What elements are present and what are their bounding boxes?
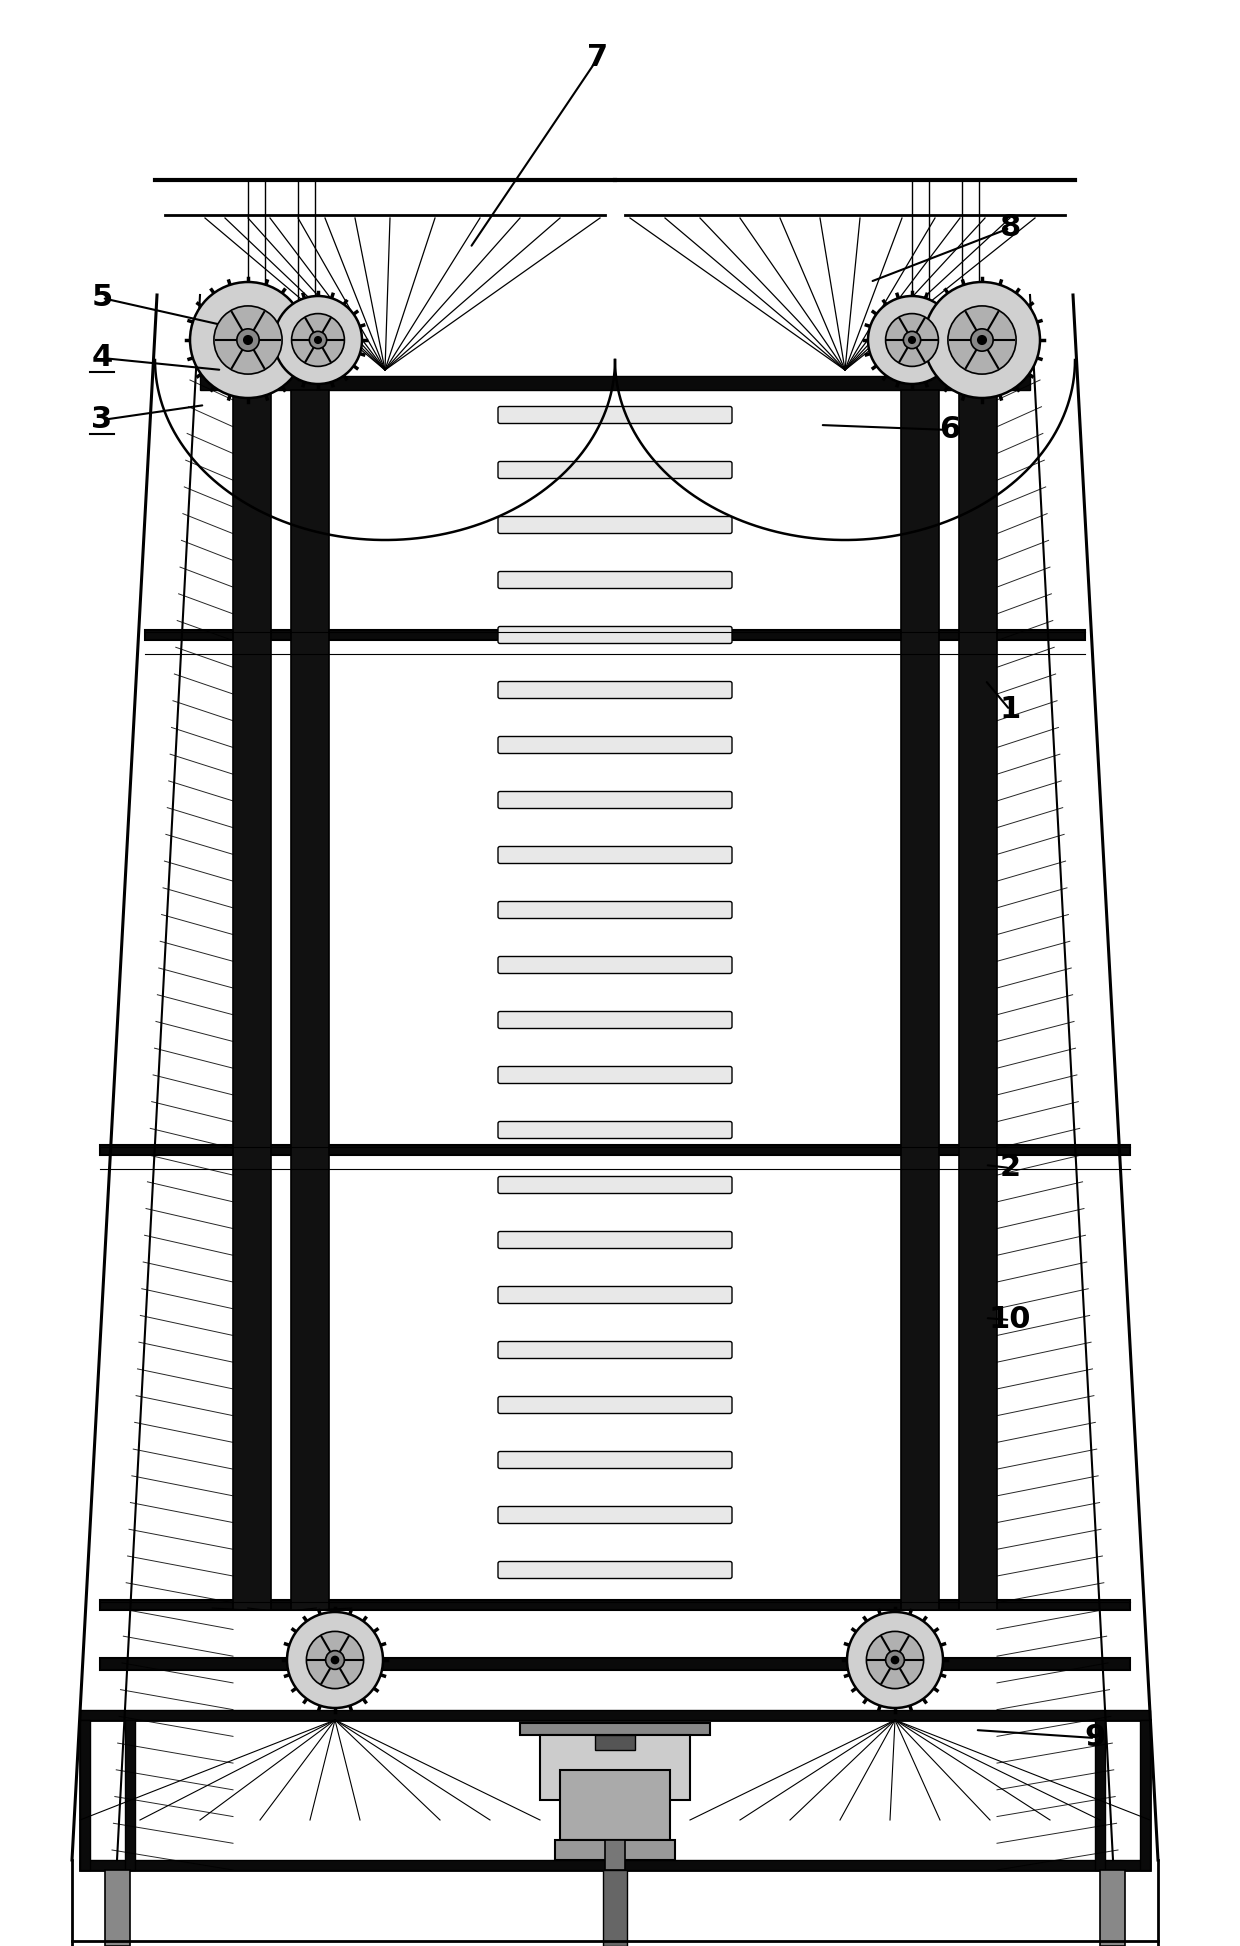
Circle shape xyxy=(306,1631,363,1689)
Bar xyxy=(200,376,1030,389)
Bar xyxy=(560,1771,670,1841)
FancyBboxPatch shape xyxy=(498,792,732,808)
FancyBboxPatch shape xyxy=(498,1121,732,1138)
FancyBboxPatch shape xyxy=(498,1452,732,1469)
Bar xyxy=(595,1736,635,1749)
Circle shape xyxy=(309,331,326,348)
Bar xyxy=(145,631,1085,640)
Circle shape xyxy=(190,282,306,399)
Bar xyxy=(520,1722,711,1736)
Bar xyxy=(100,1144,1130,1156)
Text: 9: 9 xyxy=(1084,1724,1106,1753)
Circle shape xyxy=(977,335,986,344)
Text: 2: 2 xyxy=(999,1154,1021,1183)
Circle shape xyxy=(868,296,956,383)
FancyBboxPatch shape xyxy=(498,1506,732,1524)
FancyBboxPatch shape xyxy=(498,627,732,644)
Text: 6: 6 xyxy=(940,416,961,444)
Bar xyxy=(81,1720,1149,1870)
Circle shape xyxy=(331,1656,339,1664)
Circle shape xyxy=(924,282,1040,399)
Bar xyxy=(603,1870,627,1946)
Circle shape xyxy=(947,306,1016,374)
Bar xyxy=(125,1720,135,1870)
FancyBboxPatch shape xyxy=(498,1177,732,1193)
Text: 5: 5 xyxy=(92,284,113,313)
Bar xyxy=(100,1600,1130,1609)
Circle shape xyxy=(909,337,915,342)
FancyBboxPatch shape xyxy=(498,1341,732,1358)
Bar xyxy=(556,1841,675,1860)
FancyBboxPatch shape xyxy=(498,847,732,864)
Circle shape xyxy=(892,1656,899,1664)
Circle shape xyxy=(885,1650,904,1670)
Bar xyxy=(959,389,997,1609)
Circle shape xyxy=(971,329,993,350)
Text: 3: 3 xyxy=(92,405,113,434)
FancyBboxPatch shape xyxy=(498,461,732,479)
Circle shape xyxy=(847,1611,942,1709)
FancyBboxPatch shape xyxy=(498,407,732,424)
Circle shape xyxy=(326,1650,345,1670)
FancyBboxPatch shape xyxy=(498,1397,732,1413)
Bar xyxy=(1095,1720,1105,1870)
Circle shape xyxy=(315,337,321,342)
FancyBboxPatch shape xyxy=(498,681,732,699)
FancyBboxPatch shape xyxy=(498,1286,732,1304)
Circle shape xyxy=(904,331,920,348)
Circle shape xyxy=(243,335,253,344)
Bar xyxy=(1140,1720,1149,1870)
Text: 7: 7 xyxy=(588,43,609,72)
Circle shape xyxy=(274,296,362,383)
FancyBboxPatch shape xyxy=(498,1561,732,1578)
Bar xyxy=(81,1720,91,1870)
Circle shape xyxy=(286,1611,383,1709)
FancyBboxPatch shape xyxy=(498,957,732,973)
Circle shape xyxy=(291,313,345,366)
FancyBboxPatch shape xyxy=(498,1232,732,1249)
FancyBboxPatch shape xyxy=(498,1012,732,1029)
Bar xyxy=(233,389,272,1609)
FancyBboxPatch shape xyxy=(498,1066,732,1084)
Circle shape xyxy=(867,1631,924,1689)
Circle shape xyxy=(237,329,259,350)
Text: 10: 10 xyxy=(988,1306,1032,1335)
Bar xyxy=(605,1841,625,1870)
Text: 1: 1 xyxy=(999,695,1021,724)
Bar xyxy=(1100,1870,1125,1946)
FancyBboxPatch shape xyxy=(498,516,732,533)
Bar xyxy=(81,1860,1149,1870)
Text: 8: 8 xyxy=(999,214,1021,243)
Bar xyxy=(539,1736,689,1800)
FancyBboxPatch shape xyxy=(498,572,732,588)
Bar xyxy=(81,1711,1149,1720)
Bar xyxy=(105,1870,130,1946)
FancyBboxPatch shape xyxy=(498,901,732,919)
Bar xyxy=(901,389,939,1609)
Text: 4: 4 xyxy=(92,344,113,372)
Bar xyxy=(100,1658,1130,1670)
FancyBboxPatch shape xyxy=(498,736,732,753)
Circle shape xyxy=(215,306,283,374)
Bar xyxy=(291,389,329,1609)
Circle shape xyxy=(885,313,939,366)
